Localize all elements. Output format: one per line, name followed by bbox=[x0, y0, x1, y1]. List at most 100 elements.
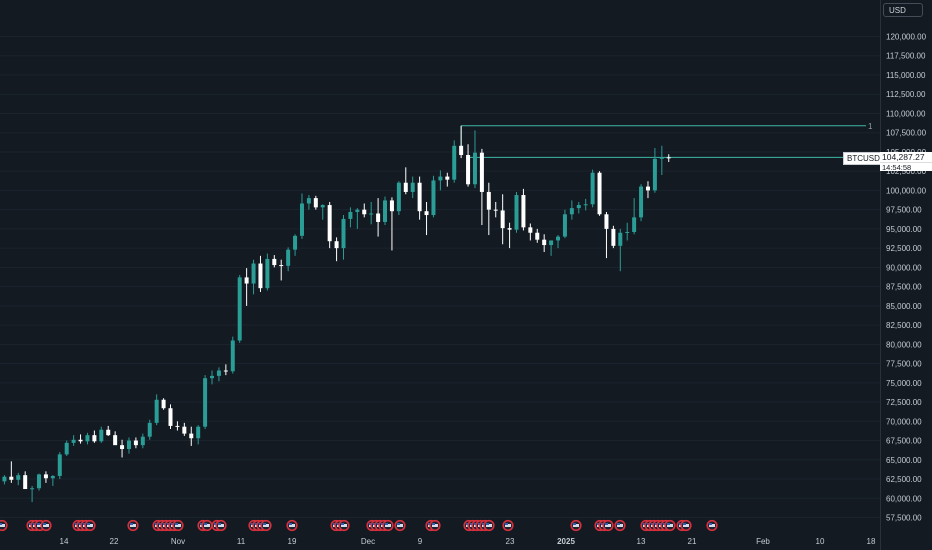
candle-body bbox=[85, 435, 90, 442]
candle-body bbox=[43, 474, 48, 479]
x-tick-label: 19 bbox=[288, 537, 297, 546]
x-tick-label: 11 bbox=[237, 537, 246, 546]
candle-body bbox=[535, 232, 540, 240]
candle-body bbox=[521, 195, 526, 228]
y-tick-label: 70,000.00 bbox=[886, 417, 922, 426]
x-tick-label: 9 bbox=[418, 537, 423, 546]
candle-body bbox=[424, 211, 429, 216]
flag-icon bbox=[679, 523, 682, 525]
x-tick-label: 18 bbox=[867, 537, 876, 546]
event-badges[interactable] bbox=[0, 519, 718, 532]
candle-body bbox=[341, 218, 346, 249]
flag-icon bbox=[474, 523, 477, 525]
flag-icon bbox=[466, 523, 469, 525]
flag-icon bbox=[432, 524, 438, 527]
flag-icon bbox=[667, 523, 670, 525]
flag-icon bbox=[573, 523, 576, 525]
flag-icon bbox=[478, 523, 481, 525]
flag-icon bbox=[130, 524, 136, 527]
y-tick-label: 95,000.00 bbox=[886, 225, 922, 234]
candle-body bbox=[92, 435, 97, 442]
x-tick-label: 2025 bbox=[557, 537, 575, 546]
time-axis[interactable]: 14 22 Nov 11 19 Dec 9 23 2025 13 21 Feb 10 18 bbox=[60, 537, 876, 546]
candle-body bbox=[182, 426, 187, 434]
flag-icon bbox=[663, 523, 666, 525]
candle-body bbox=[362, 209, 367, 215]
candle-body bbox=[652, 158, 657, 191]
y-tick-label: 92,500.00 bbox=[886, 244, 922, 253]
candle-body bbox=[272, 258, 277, 266]
flag-icon bbox=[130, 523, 133, 525]
y-tick-label: 87,500.00 bbox=[886, 283, 922, 292]
candle-body bbox=[666, 157, 671, 159]
candle-body bbox=[216, 370, 221, 376]
candle-body bbox=[189, 433, 194, 439]
candle-body bbox=[196, 426, 201, 439]
flag-icon bbox=[87, 524, 93, 527]
candle-body bbox=[611, 228, 616, 246]
candle-body bbox=[590, 172, 595, 205]
y-tick-label: 67,500.00 bbox=[886, 437, 922, 446]
candle-body bbox=[383, 200, 388, 222]
x-tick-label: 23 bbox=[506, 537, 515, 546]
candle-body bbox=[376, 213, 381, 222]
flag-icon bbox=[214, 523, 217, 525]
candle-body bbox=[597, 172, 602, 215]
flag-icon bbox=[377, 523, 380, 525]
candle-body bbox=[313, 198, 318, 208]
x-tick-label: 14 bbox=[60, 537, 69, 546]
flag-icon bbox=[0, 523, 2, 525]
flag-icon bbox=[482, 523, 485, 525]
candle-body bbox=[286, 249, 291, 266]
flag-icon bbox=[470, 523, 473, 525]
candle-body bbox=[334, 241, 339, 249]
candle-body bbox=[562, 214, 567, 237]
flag-icon bbox=[432, 523, 435, 525]
flag-icon bbox=[204, 524, 210, 527]
candle-body bbox=[355, 209, 360, 212]
flag-icon bbox=[341, 523, 344, 525]
candle-body bbox=[569, 208, 574, 215]
candle-body bbox=[403, 182, 408, 192]
flag-icon bbox=[617, 524, 623, 527]
candle-body bbox=[417, 182, 422, 212]
y-tick-label: 72,500.00 bbox=[886, 398, 922, 407]
candle-body bbox=[327, 205, 332, 242]
candles[interactable] bbox=[0, 125, 671, 503]
flag-icon bbox=[385, 524, 391, 527]
flag-icon bbox=[218, 523, 221, 525]
y-tick-label: 57,500.00 bbox=[886, 514, 922, 523]
flag-icon bbox=[597, 523, 600, 525]
price-axis[interactable]: 120,000.00 117,500.00 115,000.00 112,500.00… bbox=[880, 0, 927, 550]
currency-selector[interactable]: USD bbox=[883, 3, 923, 17]
x-tick-label: 22 bbox=[110, 537, 119, 546]
x-tick-label: 10 bbox=[816, 537, 825, 546]
flag-icon bbox=[263, 524, 269, 527]
candle-body bbox=[154, 399, 159, 423]
candle-body bbox=[78, 439, 83, 442]
flag-icon bbox=[659, 523, 662, 525]
y-tick-label: 110,000.00 bbox=[886, 109, 926, 118]
y-tick-label: 80,000.00 bbox=[886, 340, 922, 349]
candle-body bbox=[618, 232, 623, 246]
candle-body bbox=[168, 408, 173, 426]
candle-body bbox=[493, 209, 498, 211]
flag-icon bbox=[397, 523, 400, 525]
flag-icon bbox=[373, 523, 376, 525]
candle-body bbox=[500, 210, 505, 229]
candle-body bbox=[514, 195, 519, 230]
flag-icon bbox=[33, 523, 36, 525]
y-tick-label: 100,000.00 bbox=[886, 186, 927, 195]
candle-body bbox=[479, 152, 484, 192]
x-tick-label: 13 bbox=[637, 537, 646, 546]
horizontal-levels[interactable] bbox=[460, 125, 880, 158]
flag-icon bbox=[683, 523, 686, 525]
y-tick-label: 82,500.00 bbox=[886, 321, 922, 330]
flag-icon bbox=[486, 524, 492, 527]
flag-icon bbox=[397, 524, 403, 527]
candle-body bbox=[9, 476, 14, 480]
candle-body bbox=[445, 176, 450, 180]
candle-body bbox=[369, 213, 374, 215]
flag-icon bbox=[83, 523, 86, 525]
